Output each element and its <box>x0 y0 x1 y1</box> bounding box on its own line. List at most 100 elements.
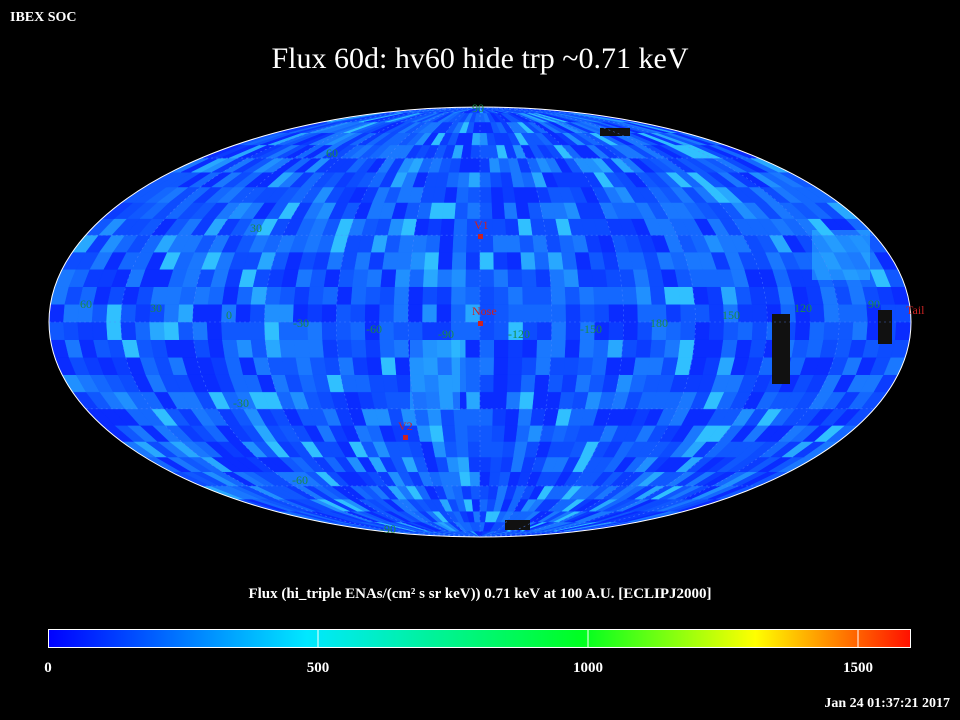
flux-cell <box>565 304 581 323</box>
flux-cell <box>490 456 503 473</box>
flux-cell <box>508 339 524 358</box>
flux-cell <box>565 321 581 340</box>
flux-cell <box>250 339 268 358</box>
flux-cell <box>437 269 453 287</box>
flux-cell <box>352 357 369 375</box>
flux-cell <box>479 171 492 188</box>
flux-cell <box>678 286 696 305</box>
flux-cell <box>536 339 552 358</box>
flux-cell <box>264 321 280 340</box>
flux-cell <box>522 286 538 305</box>
flux-cell <box>563 357 580 375</box>
flux-cell <box>436 286 452 305</box>
flux-cell <box>422 286 438 305</box>
flux-cell <box>379 304 395 323</box>
flux-cell <box>457 456 470 473</box>
flux-cell <box>706 286 724 305</box>
flux-cell <box>235 304 252 323</box>
flux-cell <box>178 304 194 323</box>
flux-cell <box>665 304 682 323</box>
flux-cell <box>382 374 399 393</box>
flux-cell <box>336 304 352 323</box>
flux-cell <box>364 304 381 323</box>
v2-label: V2 <box>398 419 413 433</box>
flux-cell <box>479 374 495 393</box>
flux-cell <box>451 286 467 305</box>
flux-cell <box>720 339 738 358</box>
flux-cell <box>794 321 811 340</box>
flux-cell <box>467 186 481 203</box>
lat-label: 30 <box>250 221 262 235</box>
flux-cell <box>207 286 226 305</box>
flux-cell <box>307 339 325 358</box>
lat-label: -90 <box>380 522 396 536</box>
flux-cell <box>350 321 366 340</box>
flux-cell <box>621 339 638 358</box>
flux-cell <box>471 132 481 146</box>
flux-cell <box>178 321 194 340</box>
flux-cell <box>454 202 469 219</box>
meridian-line <box>264 107 481 537</box>
flux-cell <box>394 357 411 375</box>
flux-cell <box>607 339 624 358</box>
flux-cell <box>49 304 66 323</box>
flux-cell <box>852 304 869 323</box>
flux-cell <box>493 269 509 287</box>
flux-cell <box>338 357 355 375</box>
lon-label: -150 <box>580 322 602 336</box>
flux-cell <box>493 374 509 393</box>
flux-cell <box>250 286 268 305</box>
tail-label: Tail <box>906 303 925 317</box>
flux-cell <box>408 286 424 305</box>
flux-cell <box>424 251 440 270</box>
flux-cell <box>579 304 596 323</box>
flux-cell <box>493 339 509 358</box>
flux-cell <box>452 234 468 253</box>
lon-label: -60 <box>366 322 382 336</box>
flux-cell <box>396 374 413 393</box>
flux-cell <box>264 304 280 323</box>
flux-cell <box>479 144 490 159</box>
flux-cell <box>508 286 524 305</box>
timestamp: Jan 24 01:37:21 2017 <box>824 696 950 711</box>
flux-cell <box>549 269 566 287</box>
flux-cell <box>134 321 151 340</box>
flux-cell <box>723 321 739 340</box>
flux-cell <box>352 269 369 287</box>
bright-region <box>812 230 870 280</box>
nose-marker <box>478 321 483 326</box>
flux-cell <box>427 408 443 426</box>
colorbar-title: Flux (hi_triple ENAs/(cm² s sr keV)) 0.7… <box>248 586 712 602</box>
flux-cell <box>507 269 523 287</box>
flux-cell <box>469 157 481 173</box>
flux-cell <box>193 339 211 358</box>
flux-cell <box>507 357 523 375</box>
flux-cell <box>466 391 481 410</box>
flux-cell <box>506 374 523 393</box>
lon-label: -30 <box>293 316 309 330</box>
flux-cell <box>192 321 209 340</box>
flux-cell <box>459 157 471 173</box>
flux-cell <box>468 456 481 473</box>
flux-cell <box>441 425 457 442</box>
flux-cell <box>457 171 470 188</box>
flux-cell <box>519 391 535 410</box>
flux-cell <box>494 321 509 340</box>
bright-region <box>410 340 460 410</box>
flux-cell <box>522 339 538 358</box>
flux-cell <box>492 408 507 426</box>
flux-cell <box>120 304 137 323</box>
flux-cell <box>493 357 509 375</box>
flux-cell <box>365 286 382 305</box>
flux-cell <box>622 321 639 340</box>
flux-cell <box>350 286 367 305</box>
v1-marker <box>478 234 483 239</box>
flux-cell <box>382 251 399 270</box>
flux-cell <box>551 304 567 323</box>
colorbar-tick: 1500 <box>843 660 873 676</box>
flux-cell <box>207 339 226 358</box>
flux-cell <box>663 339 681 358</box>
flux-cell <box>440 408 456 426</box>
colorbar-tick: 1000 <box>573 660 603 676</box>
